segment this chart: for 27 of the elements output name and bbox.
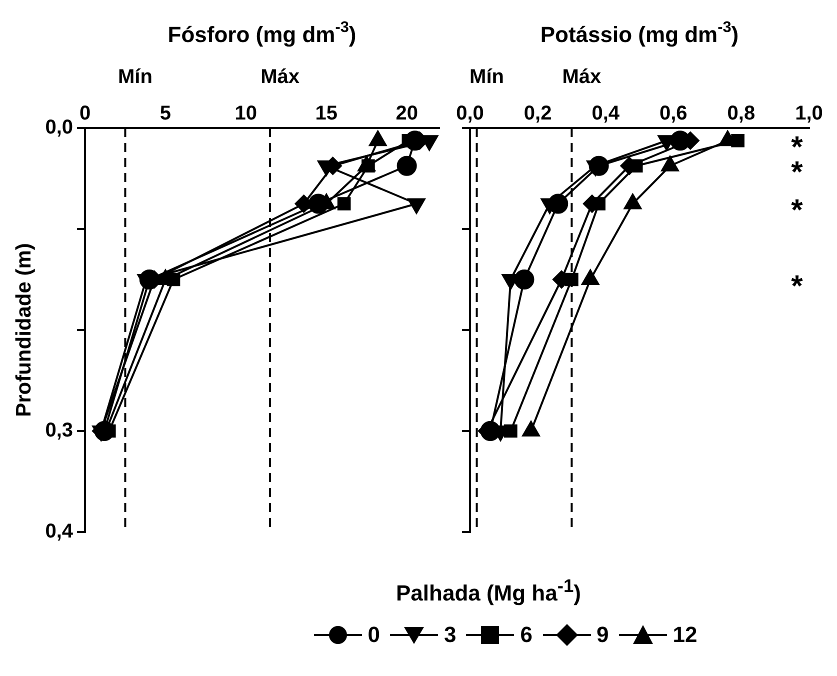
- ref-line-label: Máx: [260, 66, 300, 88]
- ref-line-label: Mín: [118, 66, 152, 88]
- x-tick-label: 0,2: [524, 102, 552, 125]
- y-tick-label: 0,0: [45, 116, 74, 139]
- annotation: *: [791, 194, 804, 228]
- annotation: *: [791, 270, 804, 303]
- ref-line-label: Máx: [562, 66, 602, 88]
- x-tick-label: 20: [396, 102, 418, 125]
- y-tick-label: 0,4: [45, 520, 74, 543]
- x-tick-label: 0,4: [592, 102, 620, 125]
- legend-label: 3: [444, 622, 456, 648]
- legend-label: 9: [596, 622, 609, 648]
- x-tick-label: 0,8: [727, 102, 756, 125]
- x-tick-label: 15: [315, 102, 338, 125]
- x-tick-label: 0,6: [659, 102, 688, 125]
- legend-label: 6: [520, 622, 532, 648]
- legend-title: Palhada (Mg ha$^{-1}$): [395, 575, 582, 606]
- x-tick-label: 5: [160, 102, 172, 125]
- legend-label: 12: [672, 622, 698, 648]
- x-tick-label: 0: [79, 102, 91, 125]
- x-tick-label: 1,0: [795, 102, 823, 125]
- ref-line-label: Mín: [470, 66, 504, 88]
- legend-label: 0: [368, 622, 380, 648]
- x-tick-label: 10: [234, 102, 258, 125]
- y-axis-title: Profundidade (m): [12, 243, 36, 417]
- y-tick-label: 0,3: [45, 420, 74, 442]
- x-tick-label: 0,0: [456, 102, 484, 125]
